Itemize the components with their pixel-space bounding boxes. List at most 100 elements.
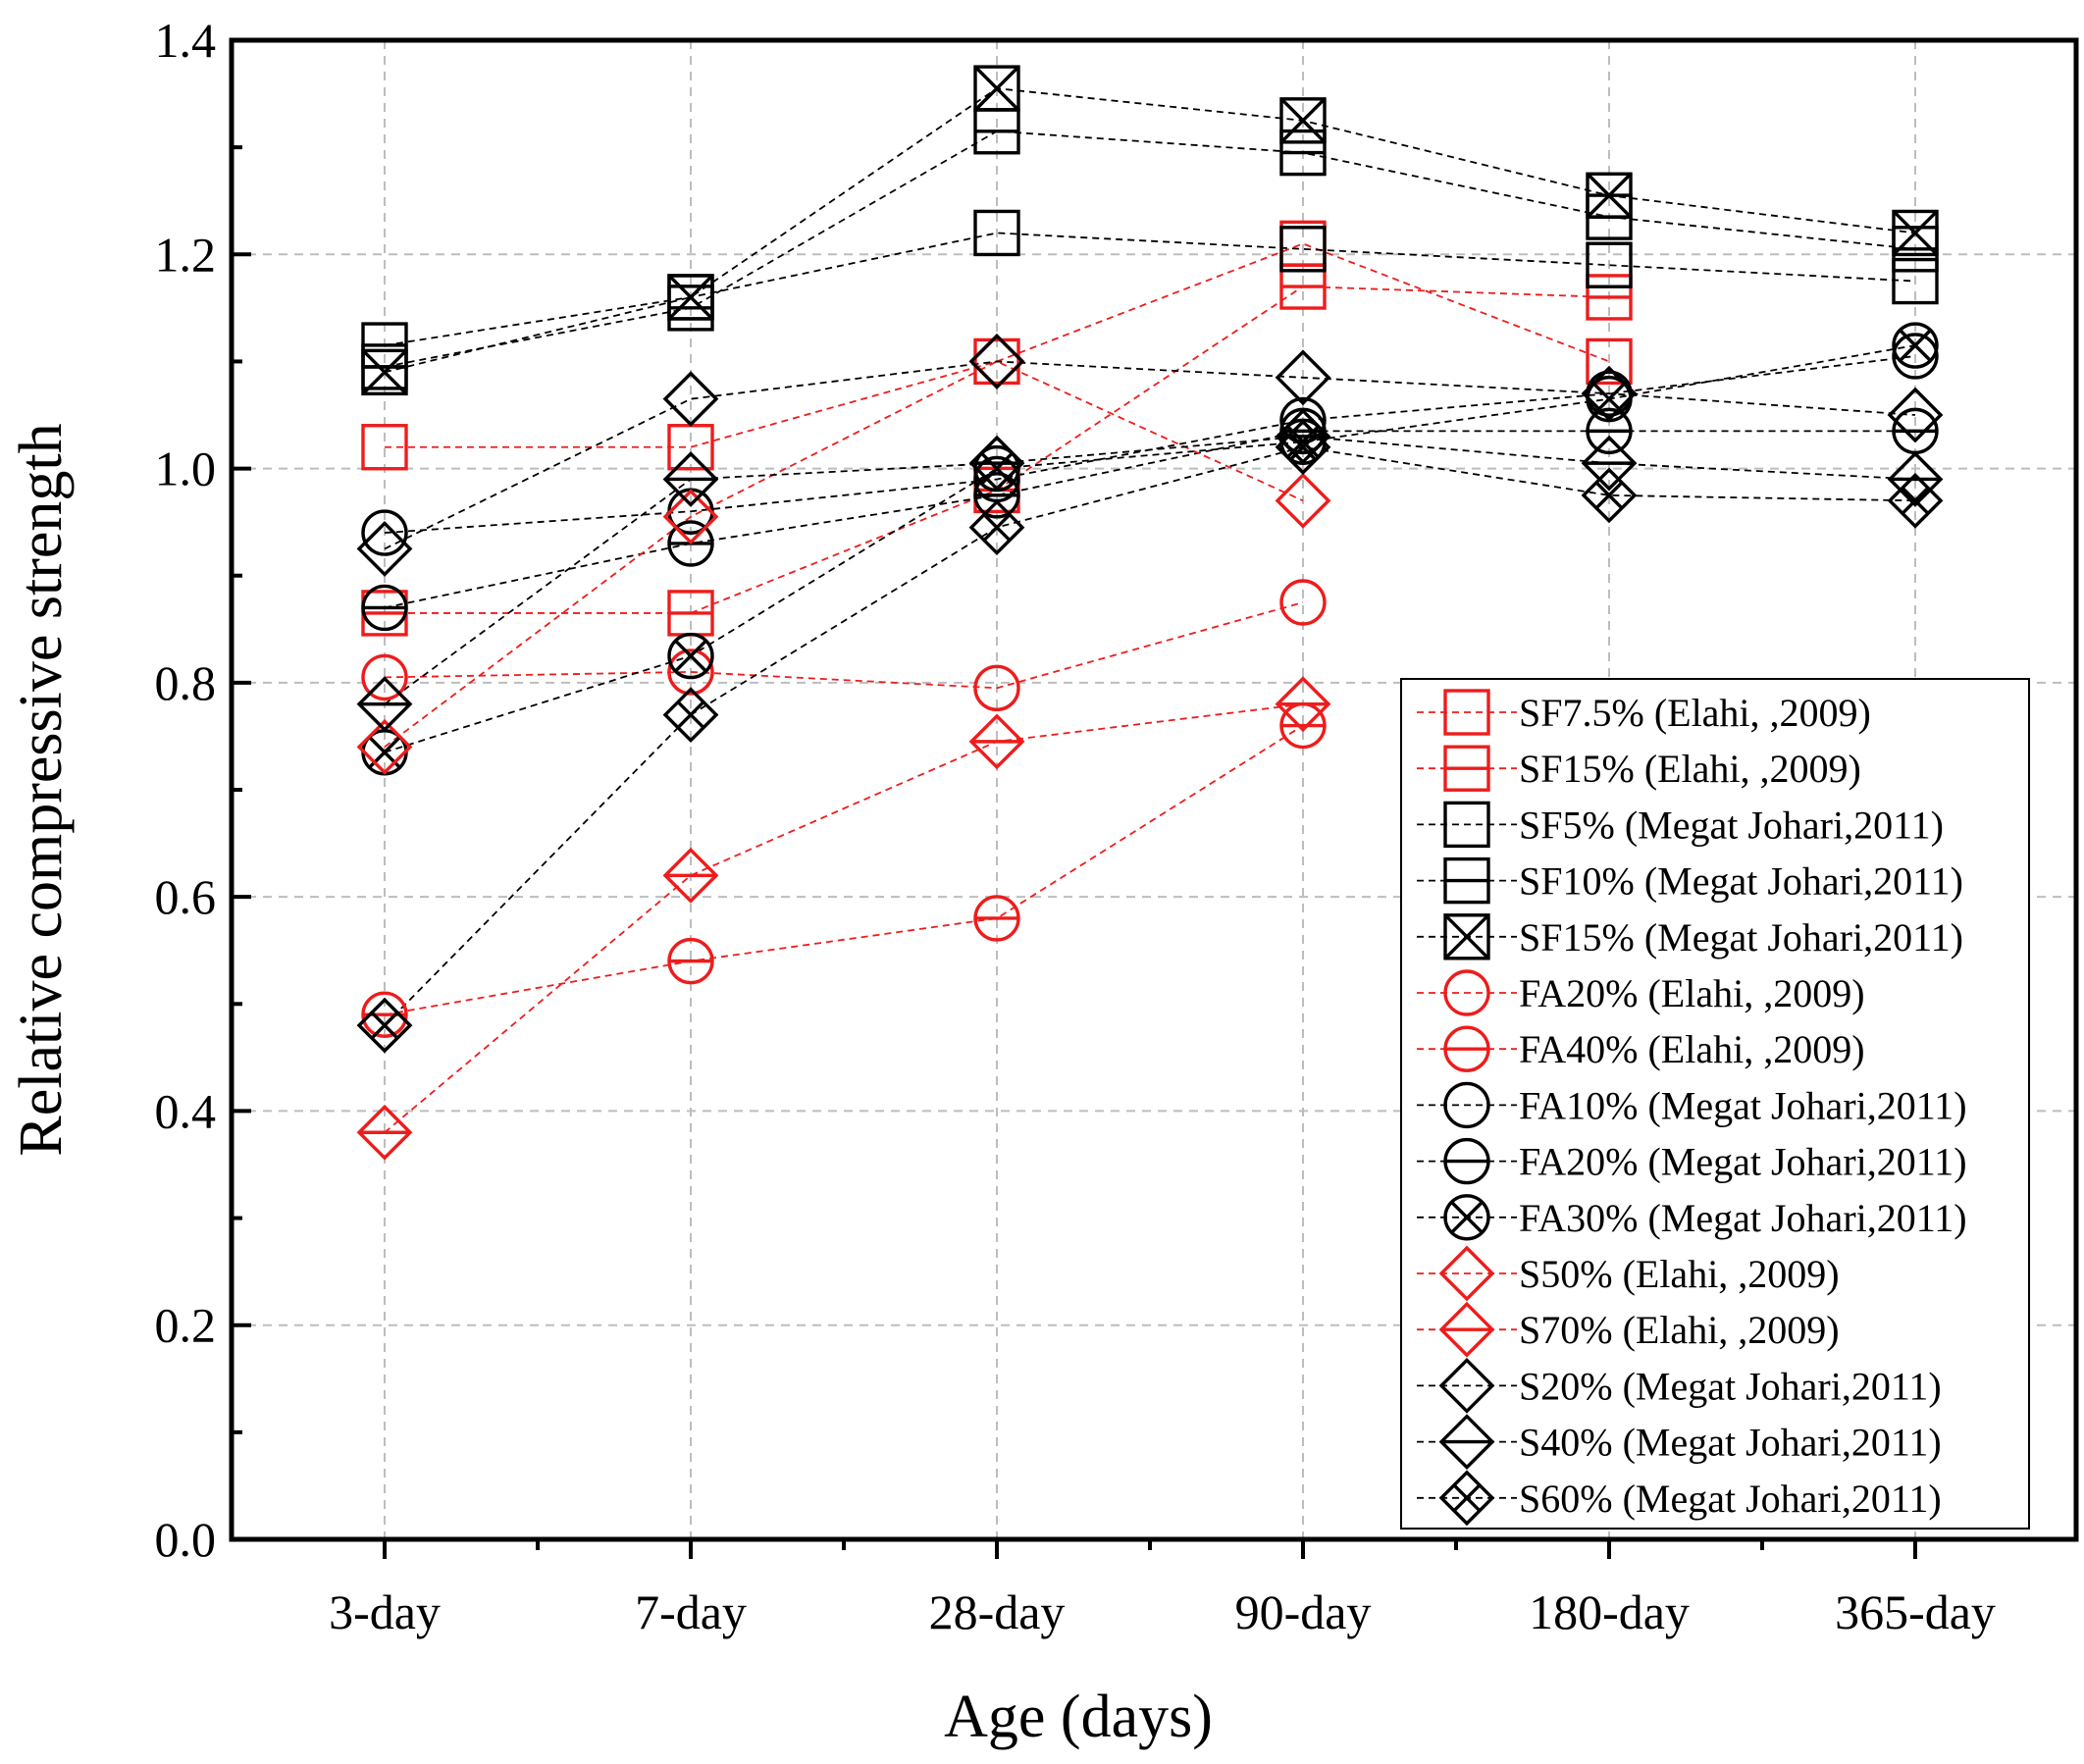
data-point bbox=[356, 1104, 413, 1161]
data-point bbox=[361, 348, 408, 396]
marker-square-shape bbox=[1892, 209, 1939, 257]
legend-marker bbox=[1443, 1194, 1490, 1241]
data-point bbox=[1586, 337, 1633, 386]
data-point bbox=[1892, 333, 1939, 380]
data-point bbox=[1586, 172, 1633, 219]
legend-marker bbox=[1443, 856, 1490, 905]
marker-diamond-shape bbox=[662, 451, 719, 507]
x-tick-label: 28-day bbox=[929, 1584, 1066, 1639]
legend-label: FA10% (Megat Johari,2011) bbox=[1519, 1083, 1967, 1127]
series-line bbox=[384, 702, 1304, 1133]
data-point bbox=[968, 435, 1025, 492]
marker-circle-shape bbox=[1443, 1194, 1490, 1241]
data-point bbox=[1279, 226, 1327, 273]
data-point bbox=[667, 632, 714, 680]
marker-cross bbox=[676, 700, 705, 729]
marker-diamond-shape bbox=[1275, 408, 1331, 465]
series-line bbox=[385, 242, 1610, 448]
data-point bbox=[1275, 676, 1331, 733]
data-point bbox=[1887, 472, 1944, 529]
x-tick-label: 7-day bbox=[635, 1584, 747, 1639]
legend-marker bbox=[1438, 1414, 1495, 1471]
y-tick-label: 0.8 bbox=[155, 655, 217, 710]
data-point bbox=[1586, 274, 1633, 321]
series-line bbox=[384, 130, 1916, 368]
data-point bbox=[361, 424, 408, 471]
marker-square-shape bbox=[1279, 97, 1327, 144]
data-point bbox=[662, 451, 719, 507]
legend-marker bbox=[1438, 1245, 1495, 1302]
data-point bbox=[1887, 387, 1944, 443]
marker-cross bbox=[361, 349, 408, 395]
marker-square-shape bbox=[1443, 913, 1490, 960]
legend-label: FA40% (Elahi, ,2009) bbox=[1519, 1027, 1865, 1071]
data-point bbox=[1586, 241, 1633, 288]
marker-square-shape bbox=[1443, 689, 1490, 736]
marker-circle-shape bbox=[1443, 1081, 1490, 1129]
marker-diamond-shape bbox=[1438, 1470, 1495, 1527]
y-tick-label: 1.4 bbox=[155, 13, 217, 68]
legend-label: SF15% (Megat Johari,2011) bbox=[1519, 915, 1963, 960]
marker-cross bbox=[1892, 210, 1939, 256]
legend-marker bbox=[1438, 1301, 1495, 1358]
y-tick-label: 0.2 bbox=[155, 1298, 217, 1353]
x-axis-title: Age (days) bbox=[944, 1684, 1213, 1750]
marker-cross bbox=[973, 65, 1020, 112]
marker-square-shape bbox=[361, 424, 408, 471]
series-line bbox=[384, 87, 1916, 374]
legend-marker bbox=[1443, 913, 1490, 960]
marker-square-shape bbox=[1892, 257, 1939, 305]
data-point bbox=[356, 676, 413, 733]
marker-diamond-shape bbox=[1275, 676, 1331, 733]
marker-diamond-shape bbox=[662, 847, 719, 904]
data-point bbox=[662, 847, 719, 904]
series-line bbox=[384, 724, 1304, 1016]
legend-label: S20% (Megat Johari,2011) bbox=[1519, 1364, 1942, 1408]
marker-diamond-shape bbox=[1887, 387, 1944, 443]
marker-diamond-shape bbox=[968, 435, 1025, 492]
series-markers bbox=[356, 65, 1944, 1161]
marker-square-shape bbox=[973, 337, 1020, 386]
data-point bbox=[662, 489, 719, 545]
marker-circle-shape bbox=[1279, 579, 1327, 626]
legend-marker bbox=[1443, 745, 1490, 792]
legend-label: SF15% (Elahi, ,2009) bbox=[1519, 747, 1861, 791]
data-point bbox=[667, 274, 714, 321]
marker-cross bbox=[1594, 481, 1624, 510]
data-point bbox=[1887, 451, 1944, 507]
series-line bbox=[384, 435, 1916, 705]
marker-cross bbox=[674, 639, 707, 673]
marker-diamond-shape bbox=[356, 718, 413, 775]
legend-label: S70% (Elahi, ,2009) bbox=[1519, 1308, 1840, 1352]
marker-diamond-shape bbox=[662, 371, 719, 428]
series-line bbox=[384, 360, 1304, 749]
marker-circle-shape bbox=[1892, 333, 1939, 380]
marker-square-shape bbox=[1279, 226, 1327, 273]
data-point bbox=[1586, 407, 1633, 455]
marker-diamond-shape bbox=[968, 334, 1025, 389]
data-point bbox=[1581, 467, 1638, 524]
legend-marker bbox=[1438, 1357, 1495, 1414]
legend-marker bbox=[1443, 801, 1490, 849]
marker-diamond-shape bbox=[968, 499, 1025, 556]
legend: SF7.5% (Elahi, ,2009) SF15% (Elahi, ,2009… bbox=[1400, 678, 2030, 1530]
marker-diamond-shape bbox=[662, 489, 719, 545]
marker-square-shape bbox=[1586, 241, 1633, 288]
data-point bbox=[968, 713, 1025, 770]
legend-label: FA30% (Megat Johari,2011) bbox=[1519, 1196, 1967, 1240]
data-point bbox=[361, 653, 408, 701]
series-lines bbox=[384, 87, 1916, 1133]
data-point bbox=[1275, 472, 1331, 529]
legend-label: S60% (Megat Johari,2011) bbox=[1519, 1477, 1942, 1521]
marker-diamond-shape bbox=[1438, 1414, 1495, 1471]
marker-diamond-shape bbox=[1275, 349, 1331, 406]
marker-square-shape bbox=[973, 209, 1020, 257]
marker-cross bbox=[982, 513, 1012, 542]
data-point bbox=[973, 65, 1020, 112]
legend-marker bbox=[1443, 1025, 1490, 1072]
data-point bbox=[973, 472, 1020, 519]
y-axis-title: Relative compressive strength bbox=[8, 423, 75, 1156]
data-point bbox=[1581, 365, 1638, 422]
legend-label: SF5% (Megat Johari,2011) bbox=[1519, 803, 1944, 847]
data-point bbox=[1279, 129, 1327, 177]
